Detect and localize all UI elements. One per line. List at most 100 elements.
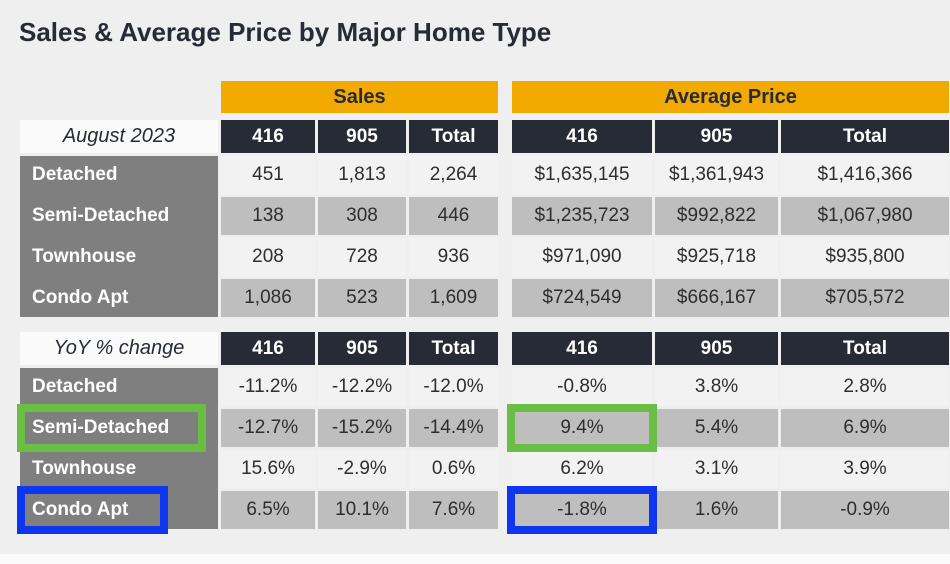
row-label: Condo Apt xyxy=(32,499,129,520)
value-cell: $1,635,145 xyxy=(512,156,652,194)
column-header-416: 416 xyxy=(221,120,315,153)
value-cell: 728 xyxy=(318,238,406,276)
column-header-905: 905 xyxy=(655,120,778,153)
table-row-townhouse: Townhouse 15.6% -2.9% 0.6% 6.2% 3.1% 3.9% xyxy=(20,450,949,488)
value-cell: 15.6% xyxy=(221,450,315,488)
value-cell: 138 xyxy=(221,197,315,235)
average-price-group-header: Average Price xyxy=(512,81,949,113)
value-cell: -1.8% xyxy=(512,491,652,529)
value-cell: -12.2% xyxy=(318,368,406,406)
column-header-total: Total xyxy=(409,332,498,365)
column-group-gap xyxy=(501,450,509,488)
value-cell: 1.6% xyxy=(655,491,778,529)
row-label: Detached xyxy=(32,164,118,185)
value-cell: -11.2% xyxy=(221,368,315,406)
column-group-gap xyxy=(501,332,509,365)
column-group-gap xyxy=(501,81,509,113)
value-cell: 523 xyxy=(318,279,406,317)
row-label: Condo Apt xyxy=(32,287,129,308)
value-cell: 308 xyxy=(318,197,406,235)
data-rows: Detached 451 1,813 2,264 $1,635,145 $1,361,94… xyxy=(20,156,949,317)
value-cell: 0.6% xyxy=(409,450,498,488)
value-cell: -14.4% xyxy=(409,409,498,447)
value-cell: 451 xyxy=(221,156,315,194)
value-cell: 6.9% xyxy=(781,409,949,447)
column-header-416: 416 xyxy=(512,332,652,365)
sub-header-row: August 2023 416 905 Total 416 905 Total xyxy=(20,120,949,153)
value-cell: -0.8% xyxy=(512,368,652,406)
sales-average-price-table: Sales Average Price August 2023 416 905 Tot… xyxy=(17,81,949,534)
value-cell: 208 xyxy=(221,238,315,276)
value-cell: 1,086 xyxy=(221,279,315,317)
column-header-total: Total xyxy=(409,120,498,153)
column-header-total: Total xyxy=(781,332,949,365)
table-row-townhouse: Townhouse 208 728 936 $971,090 $925,718 $935,8… xyxy=(20,238,949,276)
value-cell: 2.8% xyxy=(781,368,949,406)
column-header-905: 905 xyxy=(655,332,778,365)
column-group-gap xyxy=(501,238,509,276)
value-cell: 6.5% xyxy=(221,491,315,529)
value-cell: 3.9% xyxy=(781,450,949,488)
row-label: Townhouse xyxy=(32,458,137,479)
row-label: Detached xyxy=(32,376,118,397)
value-cell: 1,813 xyxy=(318,156,406,194)
table-row-condo-apt: Condo Apt 6.5% 10.1% 7.6% -1.8% 1.6% -0.9% xyxy=(20,491,949,529)
column-header-416: 416 xyxy=(221,332,315,365)
value-cell: 9.4% xyxy=(512,409,652,447)
value-cell: 10.1% xyxy=(318,491,406,529)
column-header-905: 905 xyxy=(318,120,406,153)
value-cell: -0.9% xyxy=(781,491,949,529)
column-group-gap xyxy=(501,120,509,153)
value-cell: -15.2% xyxy=(318,409,406,447)
corner-spacer xyxy=(20,81,218,113)
data-rows: Detached -11.2% -12.2% -12.0% -0.8% 3.8% 2.8% S… xyxy=(20,368,949,529)
value-cell: 2,264 xyxy=(409,156,498,194)
sales-group-header: Sales xyxy=(221,81,498,113)
section-august-2023: August 2023 416 905 Total 416 905 Total Detache… xyxy=(20,120,949,317)
value-cell: $1,235,723 xyxy=(512,197,652,235)
column-header-416: 416 xyxy=(512,120,652,153)
sub-header-row: YoY % change 416 905 Total 416 905 Total xyxy=(20,332,949,365)
table-row-semi-detached: Semi-Detached 138 308 446 $1,235,723 $992,822… xyxy=(20,197,949,235)
value-cell: -2.9% xyxy=(318,450,406,488)
column-group-gap xyxy=(501,491,509,529)
value-cell: -12.7% xyxy=(221,409,315,447)
section-row-header: YoY % change xyxy=(20,332,218,365)
table-row-condo-apt: Condo Apt 1,086 523 1,609 $724,549 $666,167 $7… xyxy=(20,279,949,317)
column-group-gap xyxy=(501,279,509,317)
group-header-row: Sales Average Price xyxy=(20,81,949,113)
value-cell: $666,167 xyxy=(655,279,778,317)
value-cell: $705,572 xyxy=(781,279,949,317)
value-cell: $925,718 xyxy=(655,238,778,276)
value-cell: 3.1% xyxy=(655,450,778,488)
value-cell: $971,090 xyxy=(512,238,652,276)
value-cell: $724,549 xyxy=(512,279,652,317)
value-cell: -12.0% xyxy=(409,368,498,406)
value-cell: 6.2% xyxy=(512,450,652,488)
value-cell: 936 xyxy=(409,238,498,276)
column-header-total: Total xyxy=(781,120,949,153)
value-cell: 3.8% xyxy=(655,368,778,406)
table-row-detached: Detached 451 1,813 2,264 $1,635,145 $1,361,94… xyxy=(20,156,949,194)
column-group-gap xyxy=(501,409,509,447)
value-cell: 7.6% xyxy=(409,491,498,529)
column-group-gap xyxy=(501,197,509,235)
row-label: Semi-Detached xyxy=(32,417,170,438)
section-row-header: August 2023 xyxy=(20,120,218,153)
value-cell: 5.4% xyxy=(655,409,778,447)
value-cell: $992,822 xyxy=(655,197,778,235)
value-cell: $1,067,980 xyxy=(781,197,949,235)
row-label: Townhouse xyxy=(32,246,137,267)
table-row-semi-detached: Semi-Detached -12.7% -15.2% -14.4% 9.4% 5.4% 6… xyxy=(20,409,949,447)
page-title: Sales & Average Price by Major Home Type xyxy=(19,17,552,47)
bottom-strip xyxy=(0,554,950,564)
value-cell: 446 xyxy=(409,197,498,235)
table-row-detached: Detached -11.2% -12.2% -12.0% -0.8% 3.8% 2.8% xyxy=(20,368,949,406)
column-group-gap xyxy=(501,156,509,194)
value-cell: $1,416,366 xyxy=(781,156,949,194)
value-cell: 1,609 xyxy=(409,279,498,317)
column-group-gap xyxy=(501,368,509,406)
section-yoy-change: YoY % change 416 905 Total 416 905 Total Detach… xyxy=(20,332,949,529)
value-cell: $1,361,943 xyxy=(655,156,778,194)
column-header-905: 905 xyxy=(318,332,406,365)
